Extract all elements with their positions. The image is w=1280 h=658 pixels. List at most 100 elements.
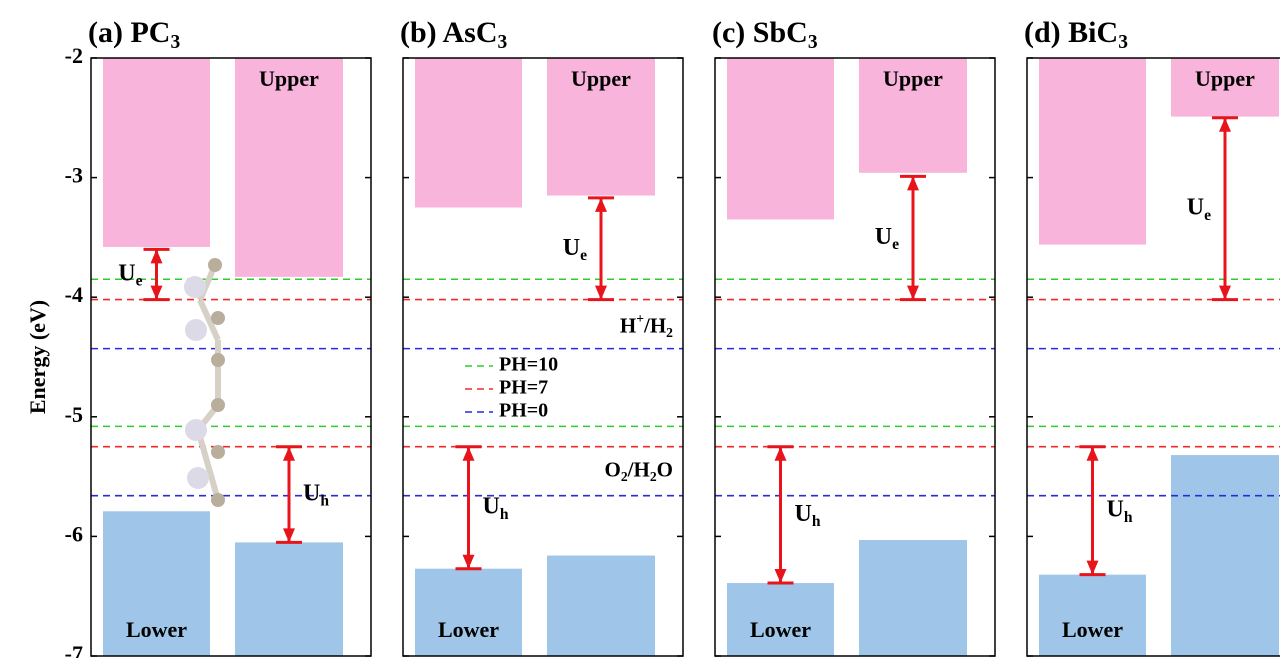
panel-title-part: (c) SbC xyxy=(712,16,808,49)
atom xyxy=(211,398,225,412)
arrow-label-part: e xyxy=(580,247,587,264)
arrow-head xyxy=(1087,561,1099,575)
lower-band xyxy=(235,542,343,656)
arrow-label-part: U xyxy=(795,500,812,526)
legend-label: PH=0 xyxy=(499,400,548,422)
arrow-label: Uh xyxy=(303,480,329,509)
arrow-label: Uh xyxy=(1107,496,1133,525)
arrow-label-part: h xyxy=(500,505,509,522)
arrow-head xyxy=(595,286,607,300)
panel-title: (c) SbC3 xyxy=(712,16,818,54)
lower-band xyxy=(547,556,655,656)
atom xyxy=(185,319,207,341)
arrow-head xyxy=(907,176,919,190)
arrow-label-part: U xyxy=(118,260,135,286)
arrow-head xyxy=(907,286,919,300)
lower-band xyxy=(859,540,967,656)
arrow-label-part: h xyxy=(812,513,821,530)
annotation-part: H xyxy=(620,313,636,337)
lower-label: Lower xyxy=(438,617,499,642)
upper-label: Upper xyxy=(883,66,943,91)
arrow-label-part: U xyxy=(1107,496,1124,522)
arrow-head xyxy=(775,447,787,461)
arrow-label-part: U xyxy=(483,493,500,519)
arrow-head xyxy=(775,569,787,583)
arrow-label-part: e xyxy=(892,236,899,253)
panel-title-part: 3 xyxy=(170,32,180,53)
panel-title: (a) PC3 xyxy=(88,16,180,54)
legend-label: PH=10 xyxy=(499,354,558,376)
arrow-label: Uh xyxy=(483,493,509,522)
structure-decoration xyxy=(184,258,225,507)
panel-title: (d) BiC3 xyxy=(1024,16,1128,54)
upper-label: Upper xyxy=(259,66,319,91)
annotation: O2/H2O xyxy=(604,458,673,485)
arrow-head xyxy=(151,286,163,300)
page: (a) PC3Energy (eV)LowerUpperUeUh-7-6-5-4… xyxy=(0,0,1280,658)
arrow-label-part: U xyxy=(303,480,320,506)
arrow-head xyxy=(283,447,295,461)
annotation: H+/H2 xyxy=(620,311,673,340)
arrow-label-part: U xyxy=(563,234,580,260)
atom xyxy=(211,353,225,367)
arrow-head xyxy=(1087,447,1099,461)
annotation-part: O xyxy=(604,458,620,482)
y-tick-label: -4 xyxy=(65,282,83,307)
upper-band xyxy=(415,58,522,208)
arrow-label: Ue xyxy=(563,234,587,263)
arrow-label: Ue xyxy=(118,260,142,289)
y-tick-label: -7 xyxy=(65,641,83,658)
panel-title-part: 3 xyxy=(1118,32,1128,53)
arrow-label-part: h xyxy=(320,492,329,509)
arrow-label-part: e xyxy=(1204,206,1211,223)
arrow-head xyxy=(1219,118,1231,132)
y-tick-label: -6 xyxy=(65,521,83,546)
upper-band xyxy=(103,58,210,247)
upper-band xyxy=(727,58,834,219)
arrow-head xyxy=(1219,286,1231,300)
y-tick-label: -2 xyxy=(65,43,83,68)
annotation-part: O xyxy=(657,458,673,482)
panel-title-part: 3 xyxy=(808,32,818,53)
arrow-label-part: e xyxy=(136,272,143,289)
y-tick-label: -3 xyxy=(65,163,83,188)
panel-title-part: (a) PC xyxy=(88,16,170,49)
lower-band xyxy=(1171,455,1279,656)
arrow-head xyxy=(283,528,295,542)
y-axis-label: Energy (eV) xyxy=(25,300,50,414)
upper-band xyxy=(1039,58,1146,245)
arrow-head xyxy=(463,555,475,569)
annotation-part: /H xyxy=(643,313,666,337)
arrow-label: Ue xyxy=(875,223,899,252)
atom xyxy=(211,445,225,459)
bond xyxy=(198,430,218,500)
atom xyxy=(208,258,222,272)
atom xyxy=(184,276,206,298)
atom xyxy=(211,311,225,325)
legend-label: PH=7 xyxy=(499,377,548,399)
panel-title-part: (b) AsC xyxy=(400,16,498,49)
arrow-label-part: U xyxy=(875,223,892,249)
atom xyxy=(211,493,225,507)
panel-title: (b) AsC3 xyxy=(400,16,508,54)
panel-title-part: 3 xyxy=(498,32,508,53)
arrow-label-part: h xyxy=(1124,508,1133,525)
annotation-part: /H xyxy=(627,458,650,482)
annotation-part: 2 xyxy=(666,325,673,340)
panel-title-part: (d) BiC xyxy=(1024,16,1118,49)
upper-label: Upper xyxy=(1195,66,1255,91)
arrow-label: Uh xyxy=(795,500,821,529)
lower-band xyxy=(1039,575,1146,656)
arrow-label: Ue xyxy=(1187,194,1211,223)
arrow-label-part: U xyxy=(1187,194,1204,220)
arrow-head xyxy=(595,198,607,212)
lower-label: Lower xyxy=(1062,617,1123,642)
upper-label: Upper xyxy=(571,66,631,91)
lower-label: Lower xyxy=(750,617,811,642)
arrow-head xyxy=(151,249,163,263)
y-tick-label: -5 xyxy=(65,402,83,427)
atom xyxy=(185,419,207,441)
figure: (a) PC3Energy (eV)LowerUpperUeUh-7-6-5-4… xyxy=(0,0,1280,658)
atom xyxy=(187,467,209,489)
lower-label: Lower xyxy=(126,617,187,642)
